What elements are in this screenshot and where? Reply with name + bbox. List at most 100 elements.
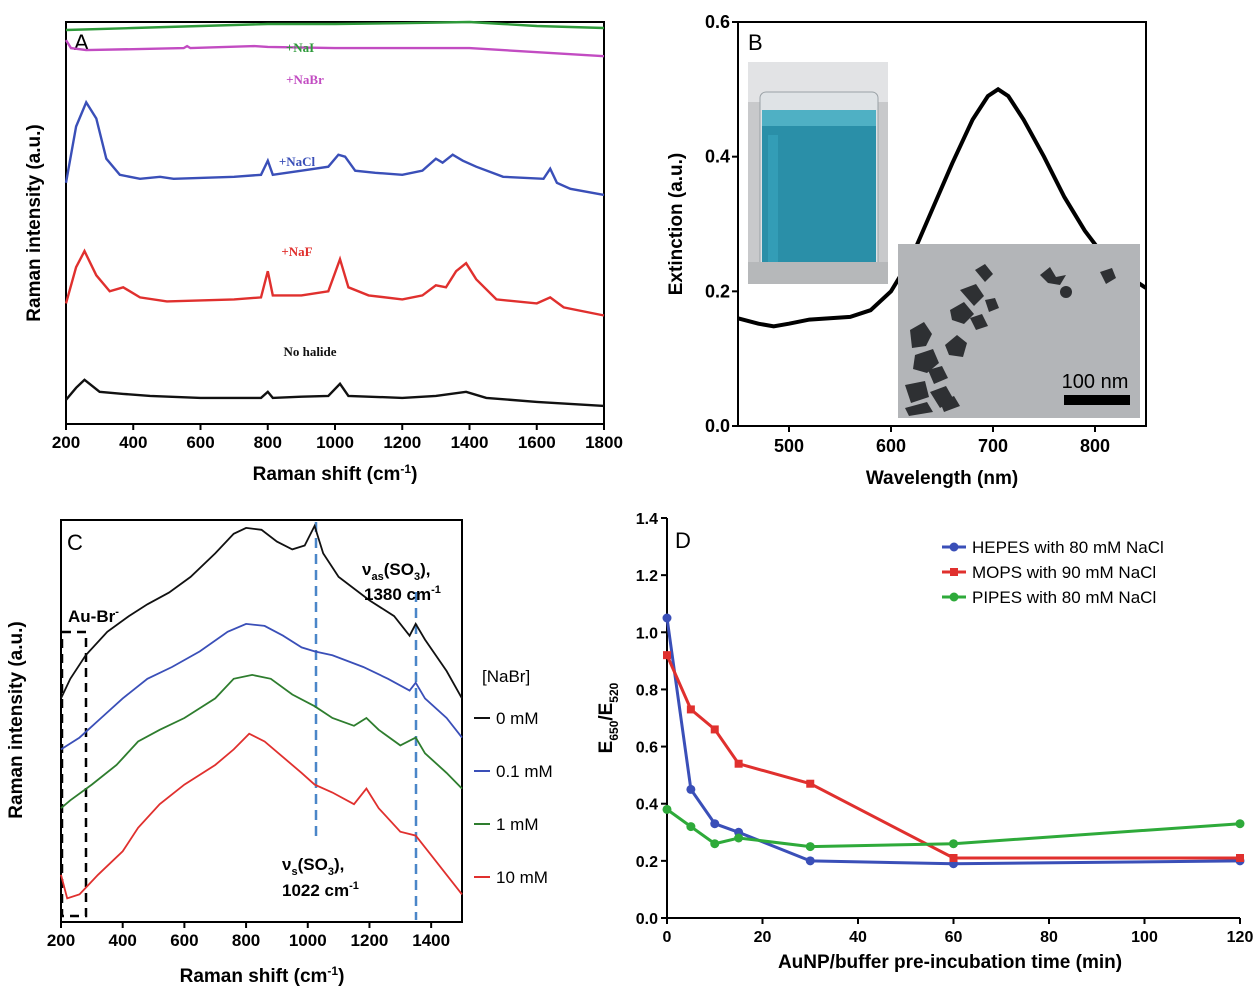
annotation-nacl: +NaCl	[279, 154, 316, 169]
panel-c-label: C	[67, 530, 83, 555]
annotation-nai: +NaI	[286, 40, 314, 55]
series-line-no-halide	[65, 378, 605, 408]
y-tick-label: 0.6	[705, 12, 730, 32]
panel-b-ylabel: Extinction (a.u.)	[666, 153, 687, 296]
series-line-nacl	[64, 99, 605, 197]
panel-a-frame	[65, 21, 605, 425]
data-point-pipes-with-80-mm-nacl	[734, 833, 744, 843]
data-point-hepes-with-80-mm-nacl	[686, 784, 696, 794]
x-tick-label: 1000	[289, 931, 327, 950]
x-tick-label: 200	[47, 931, 75, 950]
series-line-1-mm	[60, 673, 463, 809]
series-line-0-mm	[60, 523, 463, 699]
y-tick-label: 0.4	[636, 797, 658, 814]
annotation-no-halide: No halide	[283, 344, 336, 359]
x-tick-label: 600	[186, 433, 214, 452]
data-point-mops-with-90-mm-nacl	[806, 779, 815, 788]
legend-label: 0.1 mM	[496, 762, 553, 781]
panel-d-ylabel: E650/E520	[596, 682, 621, 753]
vas-so3-label: νas(SO3),	[362, 560, 430, 583]
x-tick-label: 400	[119, 433, 147, 452]
y-tick-label: 0.2	[636, 854, 658, 871]
x-tick-label: 400	[109, 931, 137, 950]
x-tick-label: 1400	[451, 433, 489, 452]
panel-d-label: D	[675, 528, 691, 553]
legend-label: 0 mM	[496, 709, 539, 728]
panel-c-ylabel: Raman intensity (a.u.)	[6, 621, 27, 818]
legend-label: MOPS with 90 mM NaCl	[972, 563, 1156, 582]
data-point-pipes-with-80-mm-nacl	[686, 822, 696, 832]
data-point-hepes-with-80-mm-nacl	[710, 819, 720, 829]
data-point-hepes-with-80-mm-nacl	[662, 613, 672, 623]
x-tick-label: 80	[1040, 929, 1058, 946]
series-line-10-mm	[60, 732, 463, 900]
data-point-pipes-with-80-mm-nacl	[949, 839, 958, 849]
x-tick-label: 100	[1131, 929, 1158, 946]
extinction-spectrum-line	[737, 86, 1148, 329]
data-point-pipes-with-80-mm-nacl	[662, 804, 672, 814]
data-point-mops-with-90-mm-nacl	[663, 651, 671, 660]
vs-so3-label: νs(SO3),	[282, 855, 344, 878]
y-tick-label: 0.8	[636, 682, 658, 699]
series-line-nabr	[64, 39, 605, 58]
panel-c-frame	[60, 519, 463, 923]
annotation-naf: +NaF	[281, 244, 312, 259]
data-point-pipes-with-80-mm-nacl	[710, 839, 720, 849]
y-tick-label: 1.0	[636, 625, 658, 642]
data-point-hepes-with-80-mm-nacl	[805, 856, 815, 866]
x-tick-label: 1600	[518, 433, 556, 452]
au-br-box	[60, 630, 88, 918]
legend-label: HEPES with 80 mM NaCl	[972, 538, 1164, 557]
panel-d: D 0 20 40 60 80 100 120 0.0 0.2 0.4 0.6 0.8 1.0 1.2 1…	[596, 511, 1253, 973]
y-tick-label: 0.2	[705, 281, 730, 301]
series-line-0-1-mm	[60, 622, 463, 751]
vas-so3-value: 1380 cm-1	[364, 584, 441, 604]
y-tick-label: 0.0	[705, 416, 730, 436]
panel-a-ylabel: Raman intensity (a.u.)	[24, 124, 45, 321]
data-point-pipes-with-80-mm-nacl	[805, 842, 815, 852]
x-tick-label: 1400	[412, 931, 450, 950]
panel-b: 500 600 700 800 0.0 0.2 0.4 0.6 Wavelength (nm…	[666, 12, 1148, 489]
x-tick-label: 200	[52, 433, 80, 452]
legend-label: PIPES with 80 mM NaCl	[972, 588, 1156, 607]
scale-bar	[1064, 395, 1130, 405]
x-tick-label: 1000	[316, 433, 354, 452]
x-tick-label: 800	[232, 931, 260, 950]
x-tick-label: 120	[1227, 929, 1254, 946]
legend-label: 10 mM	[496, 868, 548, 887]
x-tick-label: 800	[1080, 436, 1110, 456]
x-tick-label: 1800	[585, 433, 623, 452]
data-point-pipes-with-80-mm-nacl	[1235, 819, 1245, 829]
x-tick-label: 600	[876, 436, 906, 456]
vial-photo-inset	[748, 62, 888, 284]
data-point-mops-with-90-mm-nacl	[734, 759, 743, 768]
panel-a: A 200 400 600 800 1000 1200 1400 1600 1800 Raman…	[24, 20, 623, 485]
x-tick-label: 1200	[383, 433, 421, 452]
data-point-mops-with-90-mm-nacl	[686, 705, 695, 714]
panel-b-frame	[737, 21, 1147, 427]
legend-marker	[950, 568, 958, 576]
panel-c-xlabel: Raman shift (cm-1)	[180, 964, 345, 987]
series-line-nai	[65, 20, 605, 32]
x-tick-label: 1200	[351, 931, 389, 950]
y-tick-label: 1.2	[636, 568, 658, 585]
series-line-mops-with-90-mm-nacl	[665, 654, 1240, 860]
data-point-mops-with-90-mm-nacl	[1236, 854, 1244, 862]
tem-image-inset: 100 nm	[898, 244, 1140, 418]
x-tick-label: 60	[945, 929, 963, 946]
legend-marker	[949, 592, 959, 602]
scale-bar-label: 100 nm	[1062, 371, 1129, 393]
x-tick-label: 800	[254, 433, 282, 452]
series-line-naf	[64, 248, 605, 317]
legend-label: 1 mM	[496, 815, 539, 834]
vs-so3-value: 1022 cm-1	[282, 880, 359, 900]
annotation-nabr: +NaBr	[286, 72, 324, 87]
au-br-label: Au-Br-	[68, 606, 119, 626]
x-tick-label: 600	[170, 931, 198, 950]
x-tick-label: 0	[663, 929, 672, 946]
x-tick-label: 20	[754, 929, 772, 946]
x-tick-label: 40	[849, 929, 867, 946]
panel-b-label: B	[748, 30, 763, 55]
legend-marker	[949, 542, 959, 552]
y-tick-label: 0.0	[636, 911, 658, 928]
